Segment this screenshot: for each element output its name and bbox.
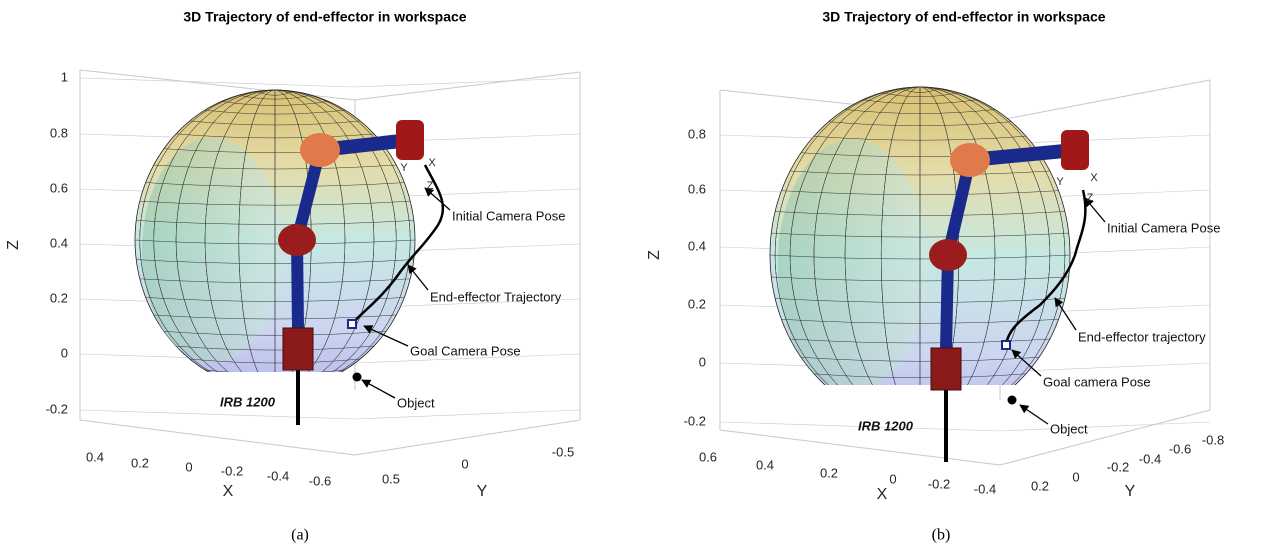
annotation: Goal Camera Pose (410, 343, 521, 358)
x-tick-label: 0.2 (820, 465, 838, 480)
robot-end-effector (1061, 130, 1089, 170)
axis-line (80, 420, 355, 455)
goal-pose (348, 320, 356, 328)
z-tick-label: 1 (61, 69, 68, 84)
robot-label: IRB 1200 (858, 418, 914, 433)
annotation: Object (1050, 421, 1088, 436)
z-tick-label: 0.4 (50, 235, 68, 250)
axis-line (355, 72, 580, 100)
axis-line (355, 420, 580, 455)
y-tick-label: 0 (1072, 469, 1079, 484)
axis-line (355, 410, 580, 419)
z-tick-label: -0.2 (46, 401, 68, 416)
pose-axis-label: Y (400, 162, 408, 174)
pose-axis-label: Z (427, 180, 434, 192)
sphere (770, 87, 1070, 426)
axis-line (80, 78, 355, 87)
axis-line (1000, 410, 1210, 465)
x-tick-label: -0.2 (221, 463, 243, 478)
z-axis-label: Z (646, 250, 663, 260)
robot-joint (929, 239, 967, 271)
z-axis-label: Z (5, 240, 22, 250)
z-tick-label: 0.4 (688, 238, 706, 253)
x-tick-label: 0.4 (86, 449, 104, 464)
sphere-inner (142, 138, 282, 363)
y-tick-label: 0 (461, 456, 468, 471)
annotation: Goal camera Pose (1043, 374, 1151, 389)
pose-axis-label: X (428, 157, 436, 169)
z-tick-label: -0.2 (684, 413, 706, 428)
x-axis-label: X (877, 486, 888, 503)
panel-title: 3D Trajectory of end-effector in workspa… (183, 9, 466, 25)
sphere-inner (778, 139, 928, 391)
y-tick-label: 0.2 (1031, 478, 1049, 493)
x-tick-label: -0.6 (309, 473, 331, 488)
z-tick-label: 0.6 (50, 180, 68, 195)
goal-pose (1002, 341, 1010, 349)
robot-end-effector (396, 120, 424, 160)
axis-line (80, 410, 355, 419)
parallel (845, 400, 995, 404)
x-tick-label: -0.2 (928, 476, 950, 491)
x-tick-label: 0 (889, 471, 896, 486)
panel-title: 3D Trajectory of end-effector in workspa… (822, 9, 1105, 25)
axis-line (1000, 80, 1210, 120)
panel-caption: (a) (291, 527, 309, 544)
robot-joint (300, 133, 340, 167)
annotation: Initial Camera Pose (452, 208, 565, 223)
z-tick-label: 0 (699, 354, 706, 369)
annotation: Initial Camera Pose (1107, 220, 1220, 235)
figure: 3D Trajectory of end-effector in workspa… (0, 0, 1262, 549)
z-tick-label: 0.8 (688, 126, 706, 141)
y-tick-label: -0.4 (1139, 451, 1161, 466)
parallel (239, 385, 311, 389)
robot-joint (950, 143, 990, 177)
annotation-arrow (1020, 405, 1048, 424)
x-tick-label: 0.6 (699, 449, 717, 464)
pose-axis-label: Y (1056, 176, 1064, 188)
panel: 3D Trajectory of end-effector in workspa… (5, 9, 580, 544)
object (353, 373, 362, 382)
x-tick-label: -0.4 (267, 468, 289, 483)
x-tick-label: -0.4 (974, 481, 996, 496)
z-tick-label: 0 (61, 345, 68, 360)
annotation-arrow (408, 265, 428, 290)
parallel (257, 389, 294, 393)
y-tick-label: -0.5 (552, 444, 574, 459)
robot-base (283, 328, 313, 370)
sphere (135, 90, 415, 393)
annotation: End-effector Trajectory (430, 289, 562, 304)
pose-axis-label: X (1090, 172, 1098, 184)
y-tick-label: -0.2 (1107, 459, 1129, 474)
x-axis-label: X (223, 483, 234, 500)
parallel (221, 379, 328, 383)
parallel (829, 388, 1012, 392)
annotation: Object (397, 395, 435, 410)
axis-line (1000, 422, 1210, 431)
y-axis-label: Y (1125, 483, 1136, 500)
x-tick-label: 0 (185, 459, 192, 474)
annotation: End-effector trajectory (1078, 329, 1206, 344)
y-tick-label: -0.6 (1169, 441, 1191, 456)
y-axis-label: Y (477, 483, 488, 500)
parallel (863, 410, 978, 414)
robot-base (931, 348, 961, 390)
robot-joint (278, 224, 316, 256)
z-tick-label: 0.6 (688, 181, 706, 196)
pose-axis-label: Z (1087, 192, 1094, 204)
z-tick-label: 0.2 (50, 290, 68, 305)
y-tick-label: -0.8 (1202, 432, 1224, 447)
y-tick-label: 0.5 (382, 471, 400, 486)
object (1008, 396, 1017, 405)
z-tick-label: 0.8 (50, 125, 68, 140)
robot-label: IRB 1200 (220, 394, 276, 409)
x-tick-label: 0.2 (131, 455, 149, 470)
panel: 3D Trajectory of end-effector in workspa… (646, 9, 1224, 544)
x-tick-label: 0.4 (756, 457, 774, 472)
panel-caption: (b) (932, 527, 951, 544)
annotation-arrow (362, 380, 395, 398)
z-tick-label: 0.2 (688, 296, 706, 311)
